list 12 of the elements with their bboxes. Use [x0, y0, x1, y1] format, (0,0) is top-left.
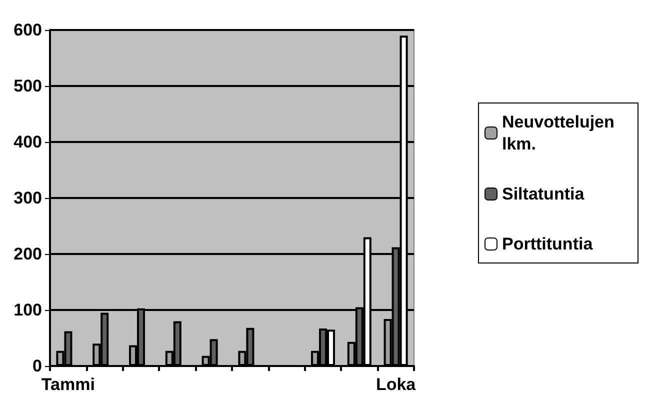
y-tick-label: 600 [14, 20, 42, 40]
y-tick-label: 100 [14, 300, 42, 320]
y-tick-label: 200 [14, 244, 42, 264]
legend-label: Neuvottelujen lkm. [502, 112, 620, 154]
legend-label: Siltatuntia [502, 184, 585, 204]
x-tick-label: Loka [376, 375, 416, 394]
y-tick-label: 400 [14, 132, 42, 152]
legend-label: Porttituntia [502, 234, 594, 254]
y-tick-label: 0 [32, 356, 42, 376]
x-tick-label: Tammi [41, 375, 95, 394]
y-tick-label: 300 [14, 188, 42, 208]
y-tick-label: 500 [14, 76, 42, 96]
